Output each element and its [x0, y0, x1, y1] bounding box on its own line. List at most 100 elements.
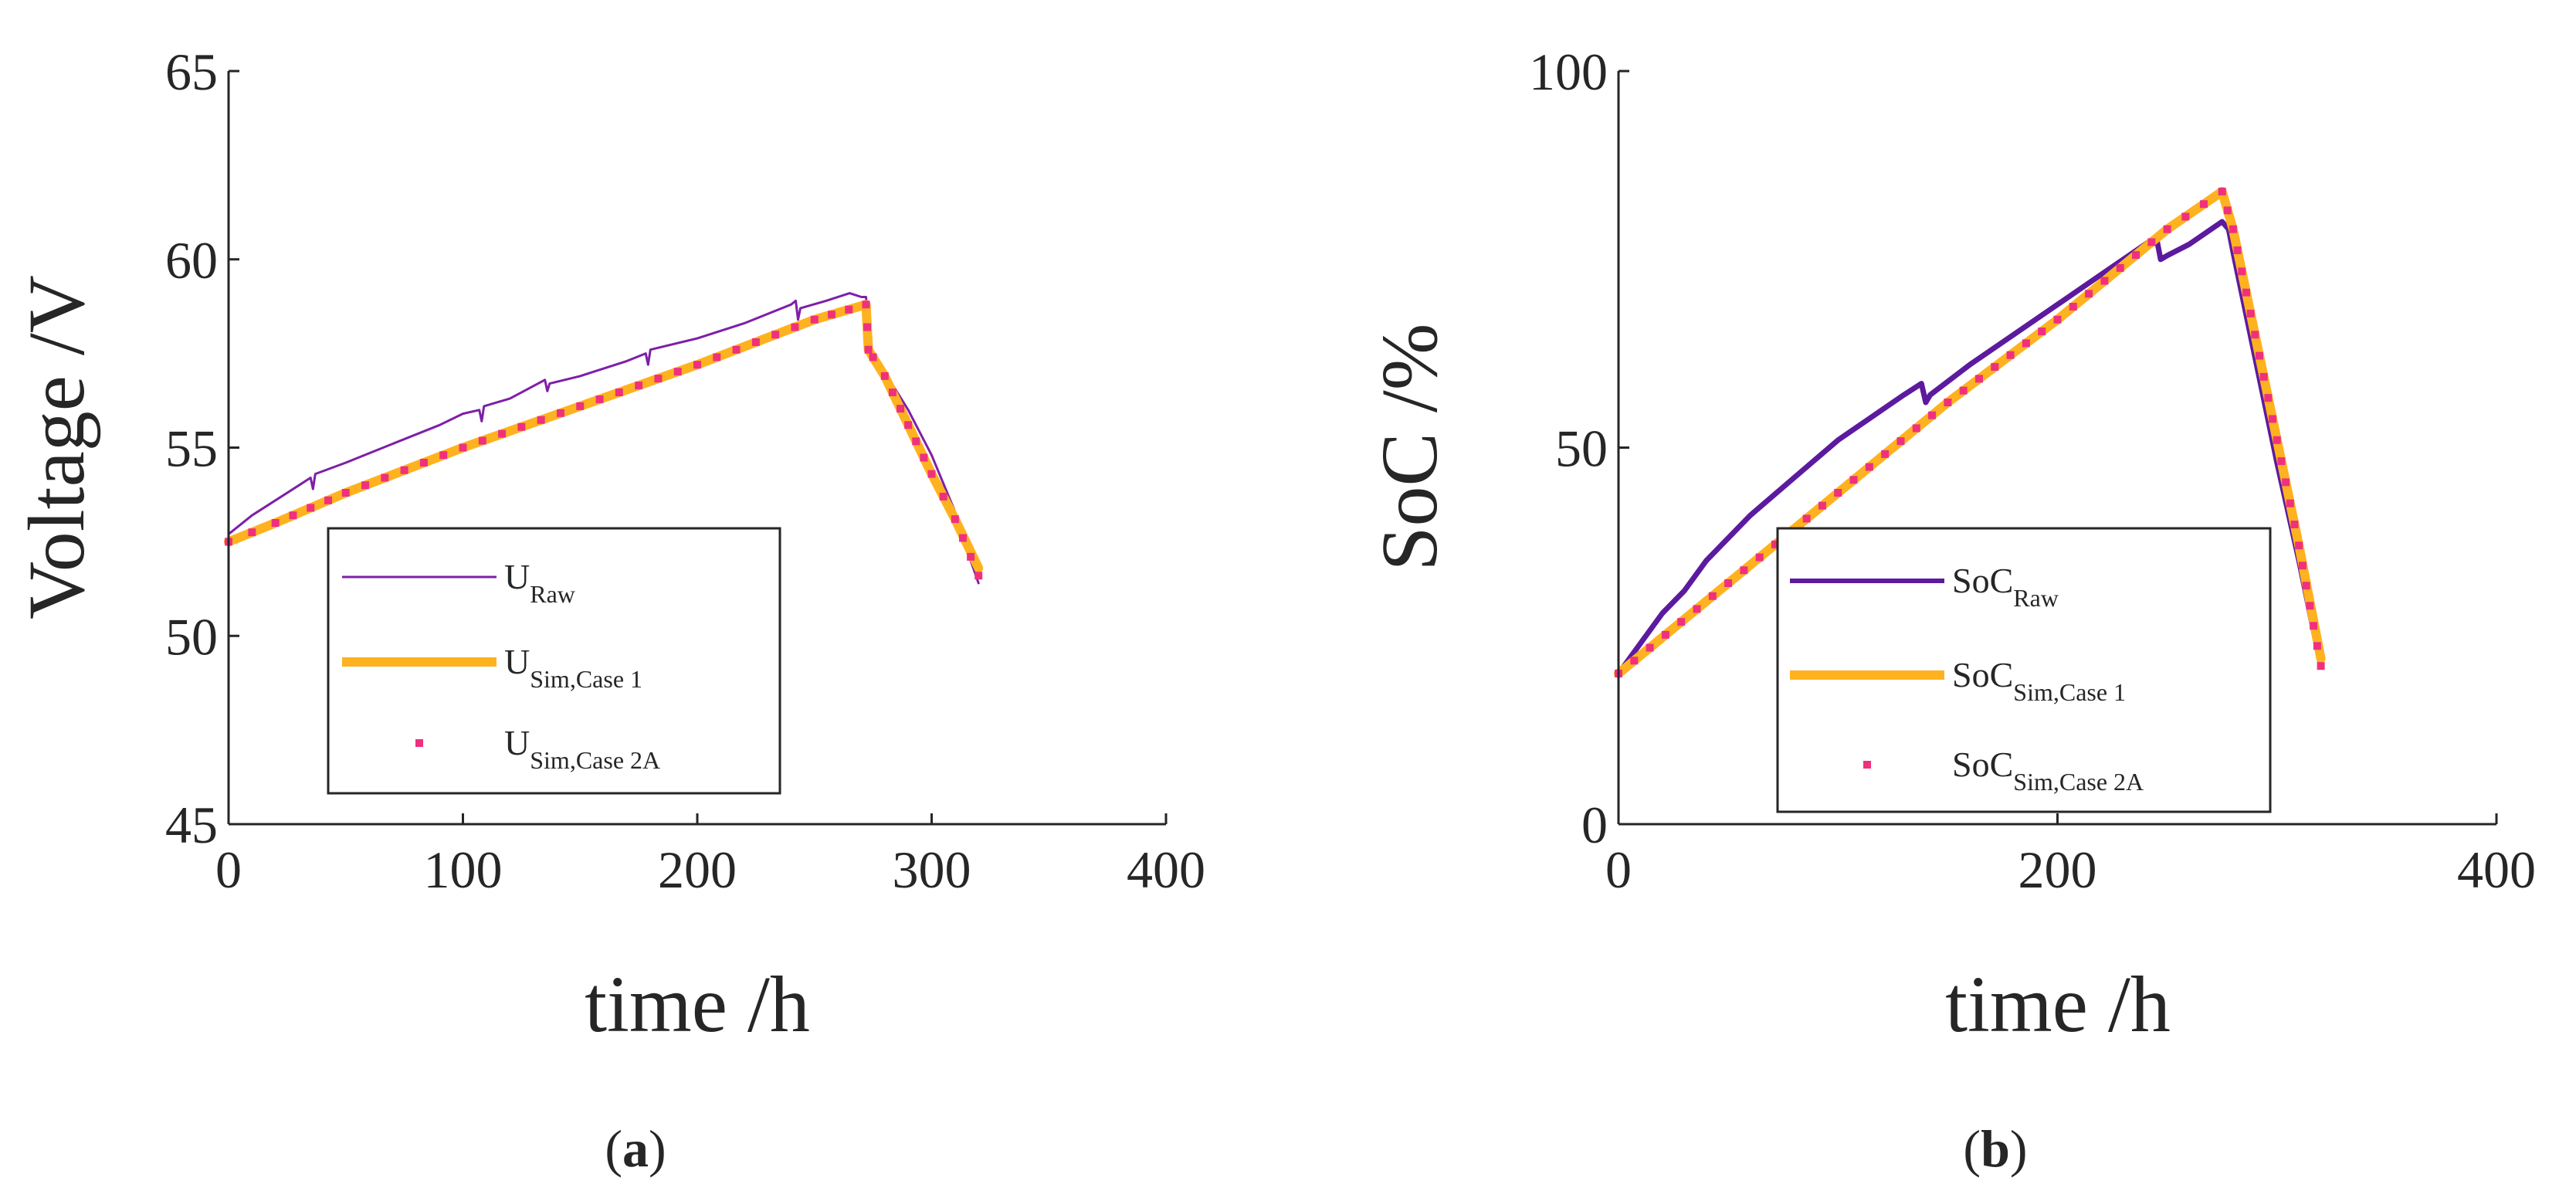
voltage-y-tick-label-65: 65	[165, 42, 218, 101]
soc-legend: SoCRaw SoCSim,Case 1 SoCSim,Case 2A	[1776, 527, 2272, 813]
soc-series-sim-case-2a-point	[1896, 437, 1905, 446]
legend-entry-u-sim-case1: USim,Case 1	[504, 642, 642, 693]
voltage-series-sim-case-2a-point	[400, 466, 408, 474]
voltage-plot-area	[224, 292, 984, 585]
voltage-series-sim-case-2a-point	[537, 416, 545, 424]
soc-series-sim-case-2a-point	[2269, 415, 2277, 423]
voltage-series-sim-case-2a-point	[845, 305, 853, 314]
soc-series-sim-case-2a-point	[2085, 290, 2093, 298]
voltage-series-sim-case-2a-point	[810, 315, 819, 324]
voltage-series-sim-case-2a-point	[888, 389, 897, 396]
soc-series-sim-case-2a-point	[2053, 315, 2062, 324]
soc-series-sim-case-2a-point	[1974, 375, 1983, 383]
voltage-series-sim-case-2a-point	[791, 323, 799, 331]
voltage-series-sim-case-2a-point	[635, 382, 643, 390]
soc-y-tick-label-100: 100	[1529, 42, 1608, 101]
voltage-series-sim-case-2a-point	[927, 470, 936, 478]
legend-entry-u-sim-case2a-sub: Sim,Case 2A	[530, 746, 660, 774]
soc-series-sim-case-2a-point	[1881, 450, 1890, 458]
voltage-y-tick-label-50: 50	[165, 607, 218, 666]
soc-series-sim-case-2a-point	[1802, 514, 1811, 523]
voltage-legend: URaw USim,Case 1 USim,Case 2A	[327, 527, 781, 795]
soc-series-sim-case-2a-point	[2233, 246, 2242, 255]
soc-series-sim-case-2a-point	[2132, 251, 2140, 260]
voltage-x-tick-label-100: 100	[424, 840, 503, 899]
soc-series-sim-case-2a-point	[1771, 540, 1780, 548]
soc-series-sim-case-2a-point	[2147, 238, 2156, 246]
voltage-series-sim-case-2a-point	[904, 421, 913, 429]
voltage-series-sim-case-2a-point	[920, 453, 928, 462]
voltage-series-sim-case-2a-point	[869, 353, 877, 361]
soc-series-sim-case-2a-point	[2298, 562, 2307, 570]
voltage-series-sim-case-2a-point	[615, 389, 623, 396]
voltage-series-sim-case-2a-point	[341, 489, 350, 497]
voltage-series-sim-case-2a-point	[862, 300, 870, 309]
soc-series-sim-case-2a-point	[1959, 386, 1968, 395]
voltage-series-sim-case-2a-point	[498, 429, 507, 438]
soc-series-sim-case-2a-point	[2295, 541, 2303, 550]
voltage-series-sim-case-2a-point	[693, 361, 701, 369]
voltage-series-sim-case-2a-point	[459, 443, 467, 452]
soc-series-sim-case-2a-point	[2246, 309, 2255, 317]
soc-series-sim-case-2a-point	[2229, 225, 2237, 233]
soc-series-sim-case-2a-point	[2116, 263, 2124, 272]
voltage-series-sim-case-2a-point	[828, 311, 836, 319]
soc-series-sim-case-2a-point	[2273, 436, 2281, 444]
soc-series-sim-case-2a-point	[2100, 277, 2109, 285]
legend-entry-u-raw-sub: Raw	[530, 580, 575, 608]
soc-series-sim-case-2a-point	[2238, 267, 2246, 276]
voltage-series-sim-case-2a-point	[713, 353, 721, 361]
panel-label-b: (b)	[1963, 1119, 2027, 1178]
voltage-x-axis-title: time /h	[585, 960, 810, 1049]
voltage-series-sim-case-2a-dots	[225, 300, 983, 580]
voltage-series-sim-case-2a-point	[307, 504, 315, 512]
voltage-series-sim-case-2a-point	[951, 515, 959, 524]
soc-series-sim-case-2a-point	[1849, 476, 1858, 484]
panel-label-a: (a)	[605, 1119, 666, 1178]
voltage-series-sim-case-2a-point	[673, 368, 682, 376]
soc-series-sim-case-2a-point	[1661, 630, 1669, 639]
legend-entry-u-raw-name: U	[504, 557, 530, 596]
soc-series-sim-case-2a-point	[2282, 478, 2290, 487]
soc-series-sim-case-2a-point	[2242, 288, 2250, 297]
voltage-series-sim-case-2a-point	[863, 323, 872, 331]
legend-entry-soc-raw-sub: Raw	[2013, 584, 2059, 612]
legend-entry-soc-sim-case1-sub: Sim,Case 1	[2013, 678, 2126, 706]
soc-series-sim-case-2a-point	[2163, 225, 2171, 233]
soc-y-tick-label-50: 50	[1555, 419, 1608, 478]
voltage-x-tick-label-200: 200	[658, 840, 737, 899]
legend-entry-soc-sim-case1-name: SoC	[1952, 655, 2013, 694]
legend-entry-soc-sim-case2a-sub: Sim,Case 2A	[2013, 768, 2144, 796]
soc-series-sim-case-2a-point	[2256, 351, 2264, 360]
soc-series-sim-case-2a-point	[2264, 394, 2273, 402]
voltage-chart: 0 100 200 300 400 45 50 55 60 65 time /h Voltage …	[12, 42, 1205, 1178]
voltage-series-sim-case-2a-point	[958, 534, 967, 542]
soc-series-sim-case-2a-point	[1818, 501, 1826, 510]
voltage-series-sim-case-2a-point	[771, 331, 780, 339]
voltage-series-sim-case-2a-point	[939, 492, 947, 501]
soc-y-axis-title: SoC /%	[1365, 324, 1454, 572]
legend-entry-soc-raw-name: SoC	[1952, 561, 2013, 600]
voltage-series-sim-case-2a-point	[751, 338, 760, 346]
legend-entry-soc-sim-case2a-name: SoC	[1952, 745, 2013, 784]
legend-swatch-u-sim-case2a	[415, 739, 423, 747]
voltage-series-sim-case-2a-point	[576, 402, 585, 410]
voltage-series-sim-case-2a-point	[864, 345, 873, 354]
voltage-series-sim-case-2a-point	[289, 511, 297, 520]
panel-label-b-open: (	[1963, 1119, 1981, 1178]
soc-series-sim-case-2a-point	[1693, 605, 1701, 613]
soc-series-sim-case-2a-point	[2313, 642, 2321, 650]
legend-entry-u-sim-case2a-name: U	[504, 723, 530, 762]
soc-series-sim-case-2a-point	[2022, 339, 2030, 348]
soc-series-sim-case-2a-point	[2006, 351, 2015, 359]
soc-series-sim-case-2a-point	[2181, 212, 2190, 221]
voltage-x-tick-label-0: 0	[215, 840, 242, 899]
legend-entry-u-sim-case2a: USim,Case 2A	[504, 723, 660, 774]
legend-entry-soc-raw: SoCRaw	[1952, 561, 2059, 612]
voltage-series-sim-case-2a-point	[361, 481, 370, 490]
soc-series-sim-case-2a-point	[2310, 622, 2318, 630]
soc-ticks: 0 200 400 0 50 100	[1529, 42, 2536, 899]
soc-series-sim-case-2a-point	[1740, 566, 1748, 575]
soc-series-sim-case-2a-point	[1991, 363, 1999, 372]
voltage-x-tick-label-400: 400	[1127, 840, 1205, 899]
